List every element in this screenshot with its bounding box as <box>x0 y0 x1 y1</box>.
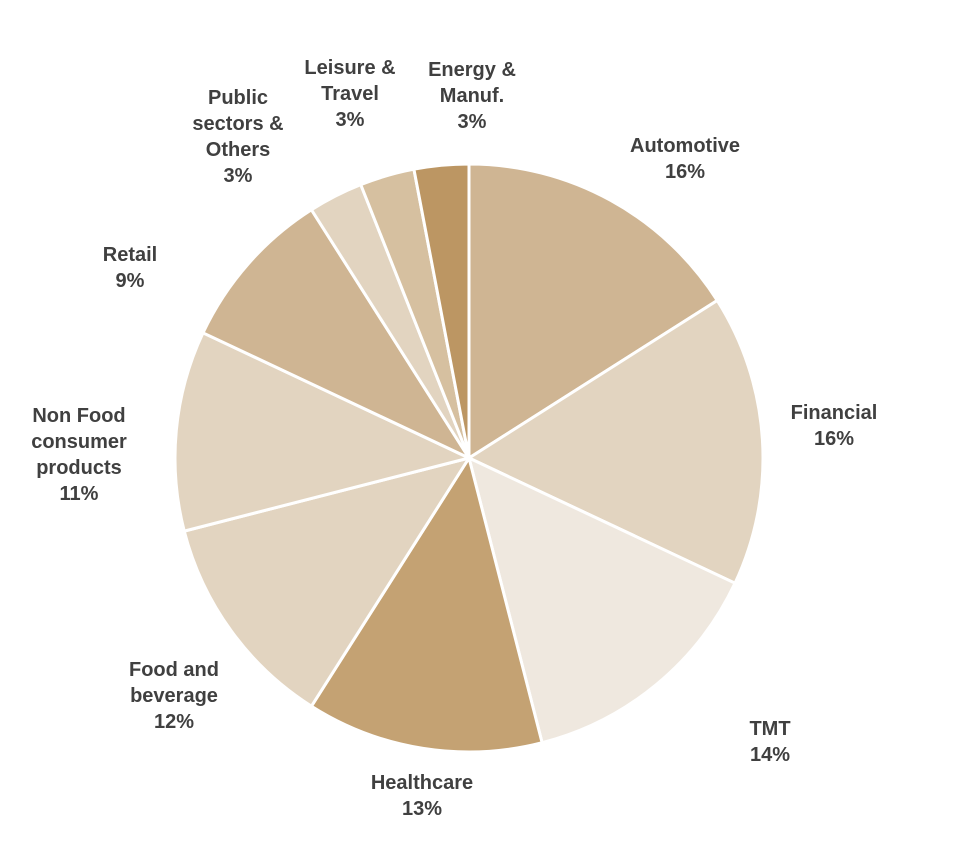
value-label: 13% <box>401 798 443 820</box>
category-name: TMT <box>749 718 791 740</box>
pie-slice <box>465 298 765 586</box>
pie-slice <box>309 454 544 754</box>
slice-label: Financial 16% <box>754 400 914 452</box>
slice-label: Retail 9% <box>80 242 180 294</box>
category-name: Food and beverage <box>129 659 219 707</box>
pie-slice <box>200 207 474 462</box>
value-label: 3% <box>457 111 487 133</box>
pie-slice <box>466 455 738 745</box>
slice-label: Leisure & Travel 3% <box>293 55 408 133</box>
slice-label: Food and beverage 12% <box>114 657 234 735</box>
slice-label: Energy & Manuf. 3% <box>412 57 532 135</box>
value-label: 9% <box>115 270 145 292</box>
category-name: Retail <box>102 244 158 266</box>
slice-label: TMT 14% <box>720 716 820 768</box>
value-label: 11% <box>59 483 99 505</box>
category-name: Energy & Manuf. <box>428 59 516 107</box>
category-name: Non Food consumer products <box>31 405 127 479</box>
category-name: Automotive <box>630 135 740 157</box>
value-label: 16% <box>813 428 855 450</box>
slice-label: Automotive 16% <box>605 133 765 185</box>
category-name: Leisure & Travel <box>304 57 396 105</box>
pie-slice <box>182 455 473 709</box>
slice-label: Healthcare 13% <box>342 770 502 822</box>
pie-slice <box>412 162 471 459</box>
pie-slice <box>173 330 474 533</box>
value-label: 12% <box>153 711 195 733</box>
value-label: 3% <box>223 165 253 187</box>
value-label: 14% <box>749 744 791 766</box>
value-label: 3% <box>335 109 365 131</box>
slice-label: Public sectors & Others 3% <box>186 85 291 189</box>
category-name: Financial <box>790 402 878 424</box>
category-name: Public sectors & Others <box>192 87 284 161</box>
slice-label: Non Food consumer products 11% <box>17 403 142 507</box>
pie-slice <box>467 162 720 461</box>
category-name: Healthcare <box>370 772 474 794</box>
value-label: 16% <box>664 161 706 183</box>
